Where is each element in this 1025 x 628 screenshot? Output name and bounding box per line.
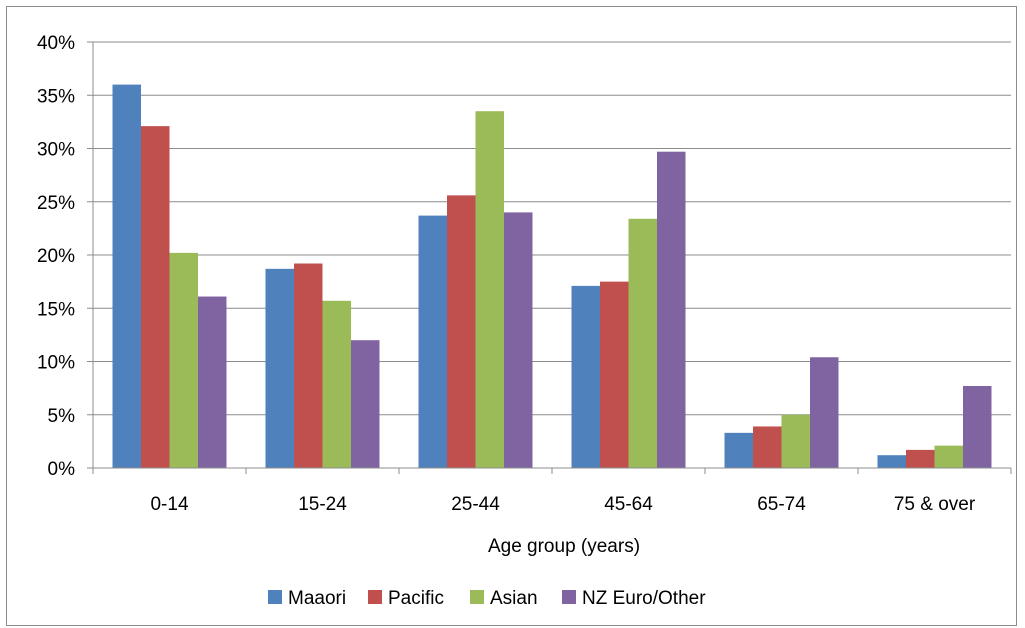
bar-pacific xyxy=(294,263,323,468)
legend: Maaori Pacific Asian NZ Euro/Other xyxy=(268,588,706,609)
y-tick-label: 30% xyxy=(37,140,75,161)
bar-pacific xyxy=(600,281,629,468)
bar-maaori xyxy=(265,268,294,468)
legend-swatch xyxy=(368,590,382,604)
bar-pacific xyxy=(753,426,782,468)
bar-maaori xyxy=(112,84,141,468)
x-axis-title: Age group (years) xyxy=(488,536,640,557)
bars xyxy=(112,84,992,469)
bar-asian xyxy=(169,252,198,468)
y-tick-label: 0% xyxy=(48,459,76,480)
x-tick-labels: 0-14 15-24 25-44 45-64 65-74 75 & over xyxy=(150,494,975,515)
bar-nz-euro-other xyxy=(657,151,686,468)
legend-label: Pacific xyxy=(388,588,444,609)
bar-nz-euro-other xyxy=(504,212,533,468)
bar-asian xyxy=(781,414,810,468)
x-tick-label: 0-14 xyxy=(150,494,188,515)
legend-swatch xyxy=(470,590,484,604)
bar-maaori xyxy=(571,285,600,468)
y-tick-label: 35% xyxy=(37,86,75,107)
bar-nz-euro-other xyxy=(810,357,839,468)
y-tick-label: 15% xyxy=(37,299,75,320)
bar-pacific xyxy=(906,449,935,468)
bar-nz-euro-other xyxy=(351,340,380,468)
x-tick-label: 45-64 xyxy=(604,494,653,515)
x-tick-label: 75 & over xyxy=(894,494,976,515)
legend-label: Maaori xyxy=(288,588,346,609)
bar-maaori xyxy=(877,455,906,468)
bar-asian xyxy=(322,300,351,468)
bar-nz-euro-other xyxy=(198,296,227,468)
x-tick-label: 25-44 xyxy=(451,494,500,515)
legend-swatch xyxy=(268,590,282,604)
x-tick-label: 15-24 xyxy=(298,494,347,515)
bar-asian xyxy=(475,111,504,468)
y-tick-label: 10% xyxy=(37,353,75,374)
legend-label: Asian xyxy=(490,588,538,609)
bar-asian xyxy=(934,445,963,468)
bar-pacific xyxy=(447,195,476,469)
y-tick-label: 40% xyxy=(37,33,75,54)
bar-pacific xyxy=(141,126,170,468)
legend-swatch xyxy=(562,590,576,604)
y-tick-label: 20% xyxy=(37,246,75,267)
bar-maaori xyxy=(418,215,447,468)
legend-label: NZ Euro/Other xyxy=(582,588,706,609)
x-tick-label: 65-74 xyxy=(757,494,806,515)
y-tick-labels: 0% 5% 10% 15% 20% 25% 30% 35% 40% xyxy=(37,33,75,480)
gridlines xyxy=(93,41,1011,416)
y-tick-label: 25% xyxy=(37,193,75,214)
bar-asian xyxy=(628,218,657,468)
y-tick-label: 5% xyxy=(48,406,76,427)
bar-maaori xyxy=(724,432,753,468)
bar-nz-euro-other xyxy=(963,385,992,468)
axes xyxy=(87,41,1012,474)
